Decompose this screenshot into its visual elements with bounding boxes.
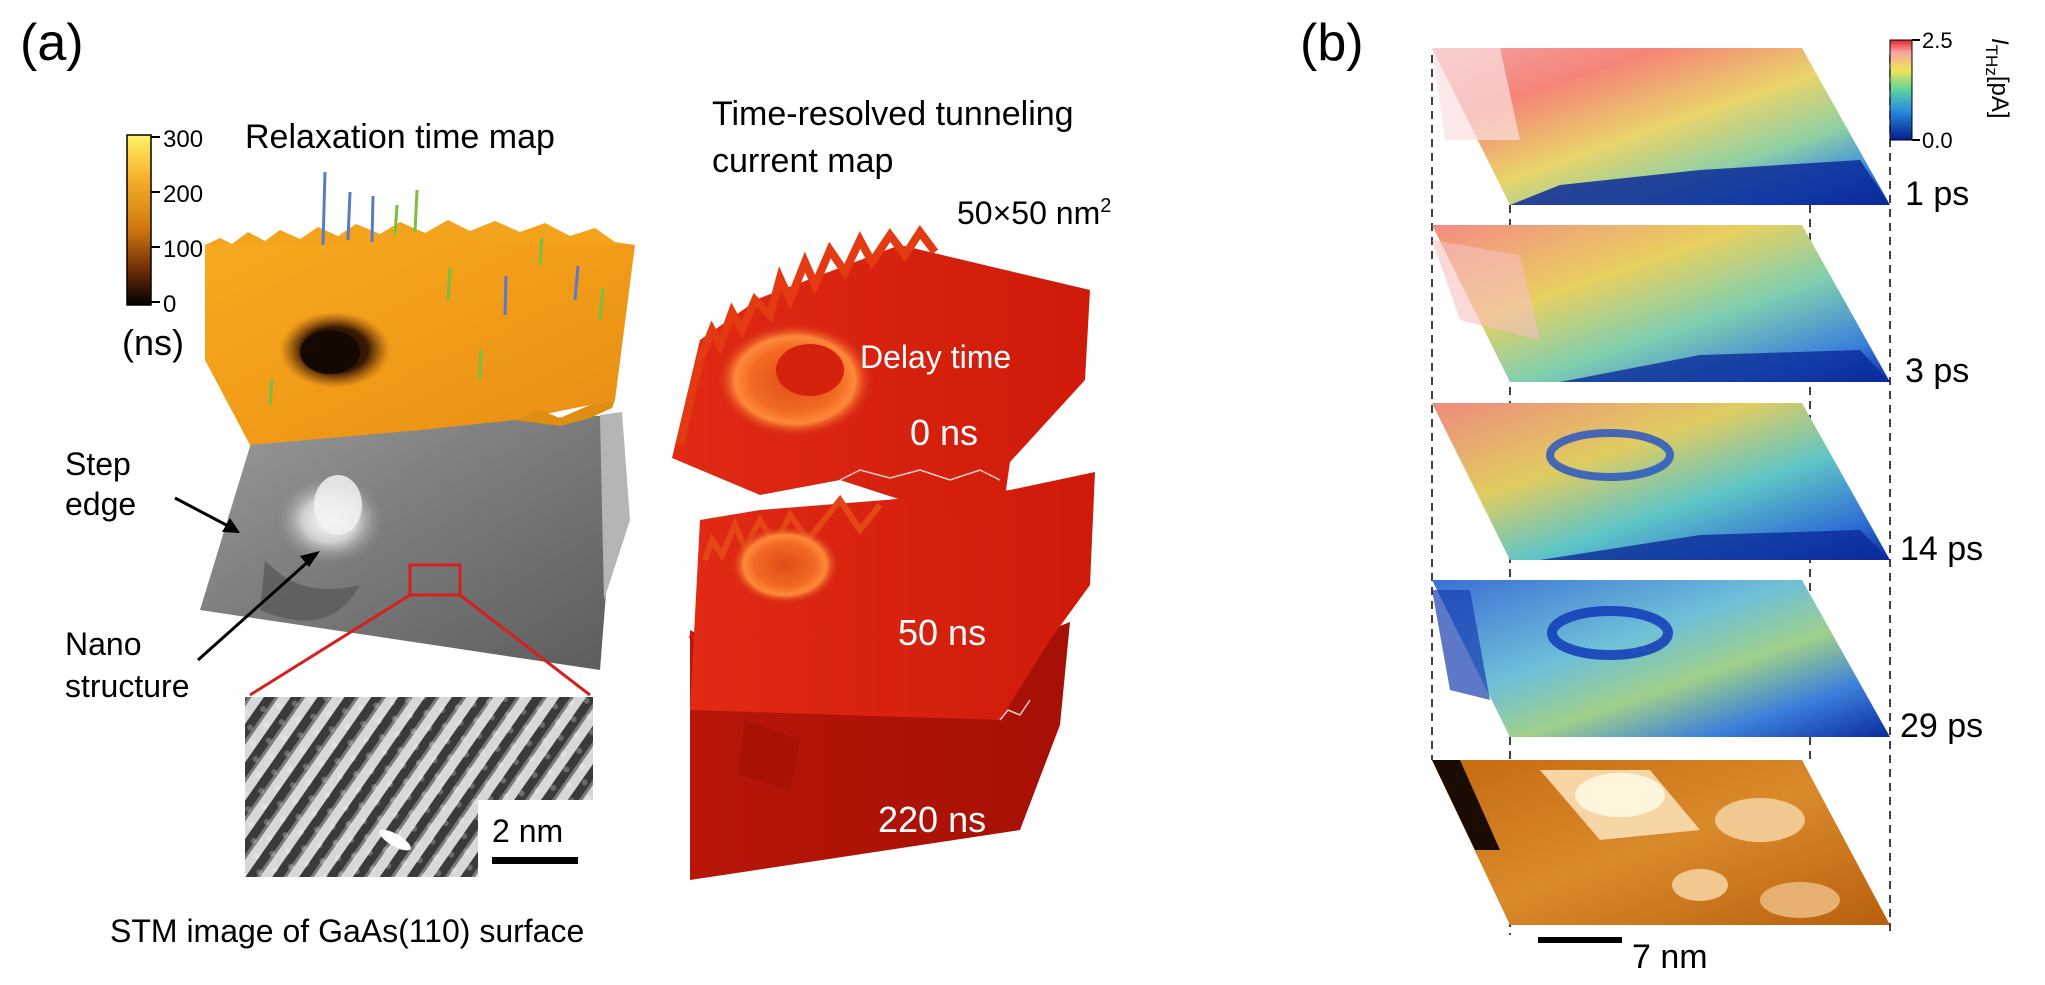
tr-map-0ns: [672, 225, 1090, 532]
stm-zoom-box: [408, 563, 462, 597]
tr-map-title-1: Time-resolved tunneling: [712, 95, 1074, 133]
panel-b: (b): [1300, 14, 2013, 976]
time-1ps: 1 ps: [1905, 175, 1969, 213]
relaxation-3d-surface: [205, 171, 635, 445]
thz-map-14ps: [1432, 403, 1890, 560]
panel-b-scale-label: 7 nm: [1632, 938, 1708, 976]
nano-structure-label-1: Nano: [65, 626, 142, 662]
relaxation-spikes: [321, 171, 580, 316]
colorbar-a: 300 200 100 0 (ns): [122, 126, 203, 363]
panel-b-label: (b): [1300, 14, 1364, 72]
colorbar-b-bar: [1889, 39, 1913, 141]
thz-map-1ps: [1432, 48, 1890, 205]
relaxation-map-title: Relaxation time map: [245, 118, 555, 156]
stm-3d-surface: [200, 412, 630, 697]
colorbar-a-tick-0: 0: [163, 291, 176, 318]
time-3ps: 3 ps: [1905, 352, 1969, 390]
step-edge-arrow: [174, 496, 233, 530]
stm-topography-map: [1432, 760, 1890, 925]
delay-time-label: Delay time: [860, 339, 1011, 375]
delay-0ns: 0 ns: [910, 412, 978, 453]
step-edge-label-2: edge: [65, 486, 136, 522]
colorbar-a-tick-200: 200: [163, 181, 203, 208]
step-edge-label-1: Step: [65, 446, 131, 482]
thz-map-29ps: [1432, 580, 1890, 737]
nano-structure-arrow: [197, 558, 311, 662]
colorbar-a-bar: [126, 134, 152, 306]
colorbar-a-unit: (ns): [122, 322, 184, 363]
tr-map-title-2: current map: [712, 142, 893, 180]
time-14ps: 14 ps: [1900, 530, 1983, 568]
thz-map-3ps: [1432, 225, 1890, 382]
panel-a-label: (a): [20, 14, 84, 72]
colorbar-a-tick-300: 300: [163, 126, 203, 153]
tr-map-50ns: [690, 472, 1095, 721]
colorbar-b-min: 0.0: [1922, 128, 1953, 153]
delay-50ns: 50 ns: [898, 612, 986, 653]
time-29ps: 29 ps: [1900, 707, 1983, 745]
panel-b-scale-bar: [1538, 937, 1622, 943]
panel-a: (a) 300 200 100 0 (ns) Relaxation time m…: [20, 14, 1111, 949]
area-label: 50×50 nm2: [957, 195, 1111, 231]
stm-scale-bar: [492, 857, 578, 864]
stm-caption: STM image of GaAs(110) surface: [110, 913, 584, 949]
colorbar-b: 2.5 0.0 ITHz[pA]: [1889, 28, 2013, 153]
colorbar-b-max: 2.5: [1922, 28, 1953, 53]
delay-220ns: 220 ns: [878, 799, 986, 840]
nano-structure-label-2: structure: [65, 668, 189, 704]
stm-scale-label: 2 nm: [492, 813, 563, 849]
colorbar-b-unit: ITHz[pA]: [1982, 38, 2013, 119]
colorbar-a-tick-100: 100: [163, 236, 203, 263]
stm-atomic-image: 2 nm: [245, 697, 593, 877]
